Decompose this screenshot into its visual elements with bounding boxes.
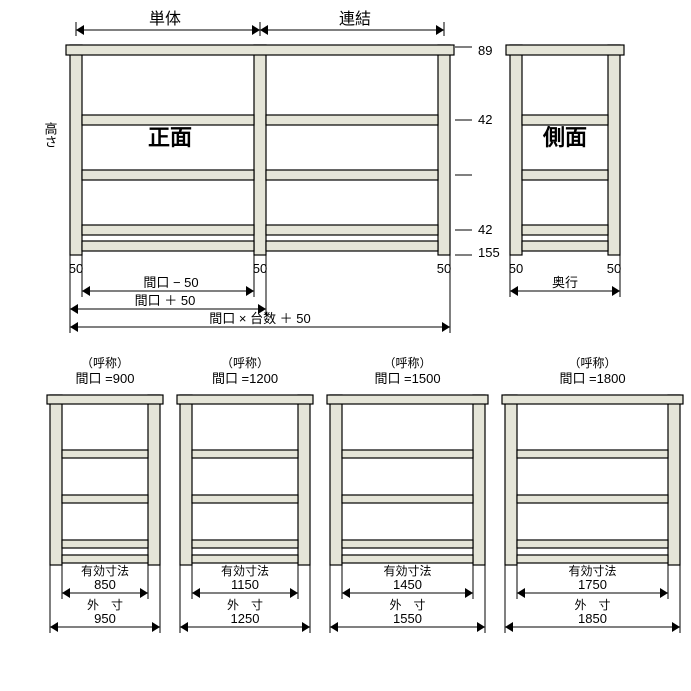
unit: （呼称）間口 =1800 有効寸法1750 外 寸1850: [502, 356, 683, 633]
svg-text:（呼称）: （呼称）: [383, 356, 431, 370]
svg-text:155: 155: [478, 245, 500, 260]
svg-text:950: 950: [94, 611, 116, 626]
svg-text:有効寸法: 有効寸法: [568, 563, 616, 578]
svg-text:単体: 単体: [149, 10, 181, 28]
svg-text:50: 50: [509, 261, 523, 276]
svg-text:奥行: 奥行: [552, 275, 578, 290]
unit: （呼称）間口 =900 有効寸法850 外 寸950: [47, 356, 163, 633]
svg-text:50: 50: [437, 261, 451, 276]
svg-text:外 寸: 外 寸: [574, 598, 610, 612]
svg-text:有効寸法: 有効寸法: [383, 563, 431, 578]
svg-text:外 寸: 外 寸: [87, 598, 123, 612]
svg-text:50: 50: [607, 261, 621, 276]
svg-text:間口 =1800: 間口 =1800: [559, 371, 625, 386]
svg-text:1550: 1550: [393, 611, 422, 626]
svg-text:間口 =900: 間口 =900: [76, 371, 135, 386]
svg-text:間口 =1200: 間口 =1200: [212, 371, 278, 386]
units-section: （呼称）間口 =900有効寸法850外 寸950（呼称）間口 =1200有効寸法…: [47, 356, 683, 633]
svg-text:42: 42: [478, 112, 492, 127]
svg-text:間口 ＋ 50: 間口 ＋ 50: [135, 293, 196, 308]
svg-text:1250: 1250: [231, 611, 260, 626]
svg-text:42: 42: [478, 222, 492, 237]
unit: （呼称）間口 =1200 有効寸法1150 外 寸1250: [177, 356, 313, 633]
svg-text:間口 × 台数 ＋ 50: 間口 × 台数 ＋ 50: [209, 311, 311, 326]
svg-text:1450: 1450: [393, 577, 422, 592]
label-takasa: 高さ: [43, 121, 58, 148]
svg-text:1750: 1750: [578, 577, 607, 592]
svg-text:連結: 連結: [339, 10, 371, 28]
svg-text:（呼称）: （呼称）: [568, 356, 616, 370]
svg-text:1150: 1150: [231, 577, 259, 592]
svg-text:有効寸法: 有効寸法: [81, 563, 129, 578]
label-shomen: 正面: [148, 125, 192, 150]
svg-text:89: 89: [478, 43, 492, 58]
svg-text:50: 50: [253, 261, 267, 276]
svg-text:1850: 1850: [578, 611, 607, 626]
svg-text:850: 850: [94, 577, 116, 592]
svg-text:（呼称）: （呼称）: [221, 356, 269, 370]
svg-text:（呼称）: （呼称）: [81, 356, 129, 370]
svg-text:外 寸: 外 寸: [389, 598, 425, 612]
svg-text:側面: 側面: [542, 125, 587, 150]
svg-text:50: 50: [69, 261, 83, 276]
svg-text:間口 − 50: 間口 − 50: [143, 275, 198, 290]
svg-text:外 寸: 外 寸: [227, 598, 263, 612]
top-section: 正面 高さ 単体 連結 89 42 42 155 50 50 50 間口 − 50 間口 ＋ 50 間口 …: [43, 10, 625, 333]
unit: （呼称）間口 =1500 有効寸法1450 外 寸1550: [327, 356, 488, 633]
svg-text:間口 =1500: 間口 =1500: [374, 371, 440, 386]
svg-text:有効寸法: 有効寸法: [221, 563, 269, 578]
